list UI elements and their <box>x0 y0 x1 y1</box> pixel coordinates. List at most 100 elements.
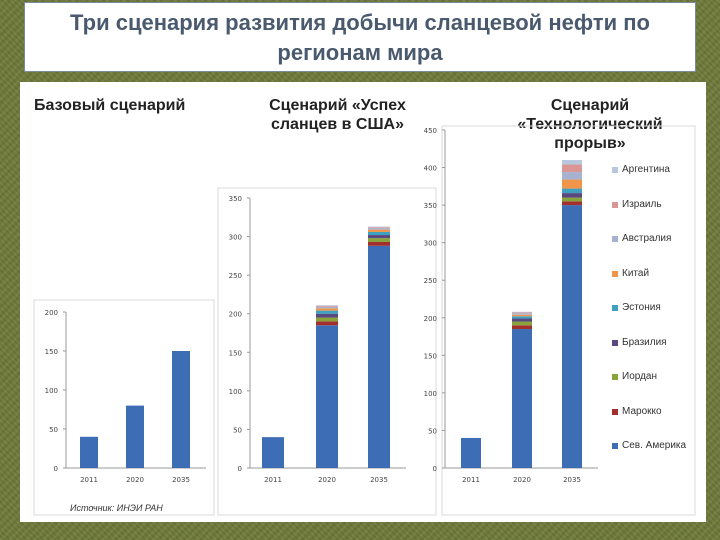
chart-3-y-tick-label: 150 <box>424 352 437 360</box>
chart-2-y-tick-label: 350 <box>229 195 242 203</box>
slide-title-line-1: Три сценария развития добычи сланцевой н… <box>70 10 650 35</box>
chart-1-y-tick-label: 50 <box>49 426 58 434</box>
legend-label: Эстония <box>622 302 661 313</box>
chart-2-bar-2035-segment <box>368 241 390 246</box>
chart-3-bar-2020-segment <box>512 314 532 317</box>
slide-title-line-2: регионам мира <box>277 40 443 65</box>
legend-label: Сев. Америка <box>622 440 687 451</box>
legend-swatch <box>612 167 618 173</box>
chart-3-y-tick-label: 0 <box>433 465 437 473</box>
chart-1-bar-2035-segment <box>172 351 190 468</box>
chart-3-title-line-1: Сценарий <box>550 97 630 114</box>
chart-2-bar-2020-segment <box>316 310 338 314</box>
chart-3-y-tick-label: 300 <box>424 240 437 248</box>
chart-3-bar-2020-segment <box>512 325 532 330</box>
legend-label: Китай <box>622 267 650 279</box>
chart-3-bar-2035-segment <box>562 164 582 173</box>
chart-3-bar-2035-segment <box>562 197 582 202</box>
chart-2-bar-2020-segment <box>316 308 338 311</box>
chart-3-y-tick-label: 200 <box>424 315 437 323</box>
chart-3-bar-2035-segment <box>562 193 582 198</box>
chart-3-y-tick-label: 450 <box>424 127 437 135</box>
chart-3-y-tick-label: 100 <box>424 390 437 398</box>
chart-3-bar-2020-segment <box>512 316 532 319</box>
chart-2-title: Сценарий «Успех сланцев в США» <box>250 96 425 134</box>
chart-3-y-tick-label: 400 <box>424 165 437 173</box>
chart-3-frame <box>441 125 696 516</box>
chart-2-title-line-1: Сценарий «Успех <box>269 97 406 114</box>
chart-3-bar-2035-segment <box>562 172 582 180</box>
chart-1-x-tick-label: 2020 <box>126 476 144 484</box>
legend-label: Аргентина <box>622 164 670 175</box>
chart-2-y-tick-label: 300 <box>229 234 242 242</box>
legend-swatch <box>612 374 618 380</box>
chart-3-bar-2020-segment <box>512 318 532 322</box>
chart-2-bar-2020-segment <box>316 313 338 318</box>
legend-swatch <box>612 408 618 415</box>
chart-2-bar-2035-segment <box>368 235 390 239</box>
chart-3-bar-2035-segment <box>562 201 582 206</box>
chart-2-bar-2020-segment <box>316 321 338 326</box>
legend-swatch <box>612 270 618 277</box>
legend-label: Марокко <box>622 405 662 417</box>
chart-1-bar-2020-segment <box>126 405 144 468</box>
legend-swatch <box>612 443 618 449</box>
chart-3-bar-2020-segment <box>512 329 532 468</box>
chart-1-y-tick-label: 100 <box>45 387 58 395</box>
chart-2-y-tick-label: 0 <box>238 465 242 473</box>
chart-2-y-tick-label: 50 <box>233 426 242 434</box>
chart-2-y-tick-label: 200 <box>229 311 242 319</box>
chart-2-x-tick-label: 2011 <box>264 476 282 484</box>
chart-3-title-line-3: прорыв» <box>554 135 626 152</box>
chart-3-x-tick-label: 2035 <box>563 476 581 484</box>
chart-2-bar-2020-segment <box>316 317 338 322</box>
chart-2-bar-2035-segment <box>368 231 390 236</box>
chart-1-x-tick-label: 2011 <box>80 476 98 484</box>
chart-2-y-tick-label: 250 <box>229 272 242 280</box>
chart-2-bar-2020-segment <box>316 325 338 468</box>
chart-3-y-tick-label: 350 <box>424 202 437 210</box>
chart-2-x-tick-label: 2020 <box>318 476 336 484</box>
chart-3-bar-2020-segment <box>512 313 532 315</box>
chart-2-bar-2035-segment <box>368 227 390 229</box>
chart-3-bar-2035-segment <box>562 160 582 165</box>
chart-1-bar-2011-segment <box>80 436 98 468</box>
chart-3-bar-2035-segment <box>562 179 582 189</box>
slide-title: Три сценария развития добычи сланцевой н… <box>24 2 696 72</box>
chart-1-x-tick-label: 2035 <box>172 476 190 484</box>
legend-swatch <box>612 339 618 346</box>
chart-2-bar-2020-segment <box>316 306 338 309</box>
legend-label: Бразилия <box>622 336 667 348</box>
legend-label: Иордан <box>622 371 657 382</box>
chart-1-title: Базовый сценарий <box>34 97 186 114</box>
chart-1-frame <box>33 299 215 516</box>
chart-3-title: Сценарий «Технологический прорыв» <box>495 96 685 153</box>
chart-2-frame <box>217 187 437 516</box>
source-note: Источник: ИНЭИ РАН <box>70 503 163 513</box>
chart-3-y-tick-label: 250 <box>424 277 437 285</box>
chart-1-y-tick-label: 0 <box>54 465 58 473</box>
chart-3-bar-2035-segment <box>562 188 582 194</box>
chart-2-bar-2035-segment <box>368 229 390 232</box>
chart-1-y-tick-label: 150 <box>45 348 58 356</box>
chart-3-bar-2020-segment <box>512 321 532 326</box>
chart-2-bar-2020-segment <box>316 306 338 307</box>
legend-label: Израиль <box>622 198 662 210</box>
chart-2-x-tick-label: 2035 <box>370 476 388 484</box>
chart-1-y-tick-label: 200 <box>45 309 58 317</box>
chart-2-bar-2020-segment <box>316 305 338 306</box>
legend-swatch <box>612 305 618 311</box>
chart-3-y-tick-label: 50 <box>428 427 437 435</box>
chart-3-bar-2020-segment <box>512 312 532 314</box>
chart-2-y-tick-label: 100 <box>229 388 242 396</box>
chart-3-x-tick-label: 2011 <box>462 476 480 484</box>
chart-2-bar-2035-segment <box>368 228 390 230</box>
chart-3-x-tick-label: 2020 <box>513 476 531 484</box>
chart-2-y-tick-label: 150 <box>229 349 242 357</box>
chart-3-bar-2011-segment <box>461 437 481 468</box>
chart-2-bar-2035-segment <box>368 238 390 242</box>
legend-label: Австралия <box>622 233 672 244</box>
chart-3-bar-2020-segment <box>512 311 532 313</box>
chart-3-bar-2035-segment <box>562 205 582 468</box>
chart-3-title-line-2: «Технологический <box>517 116 663 133</box>
